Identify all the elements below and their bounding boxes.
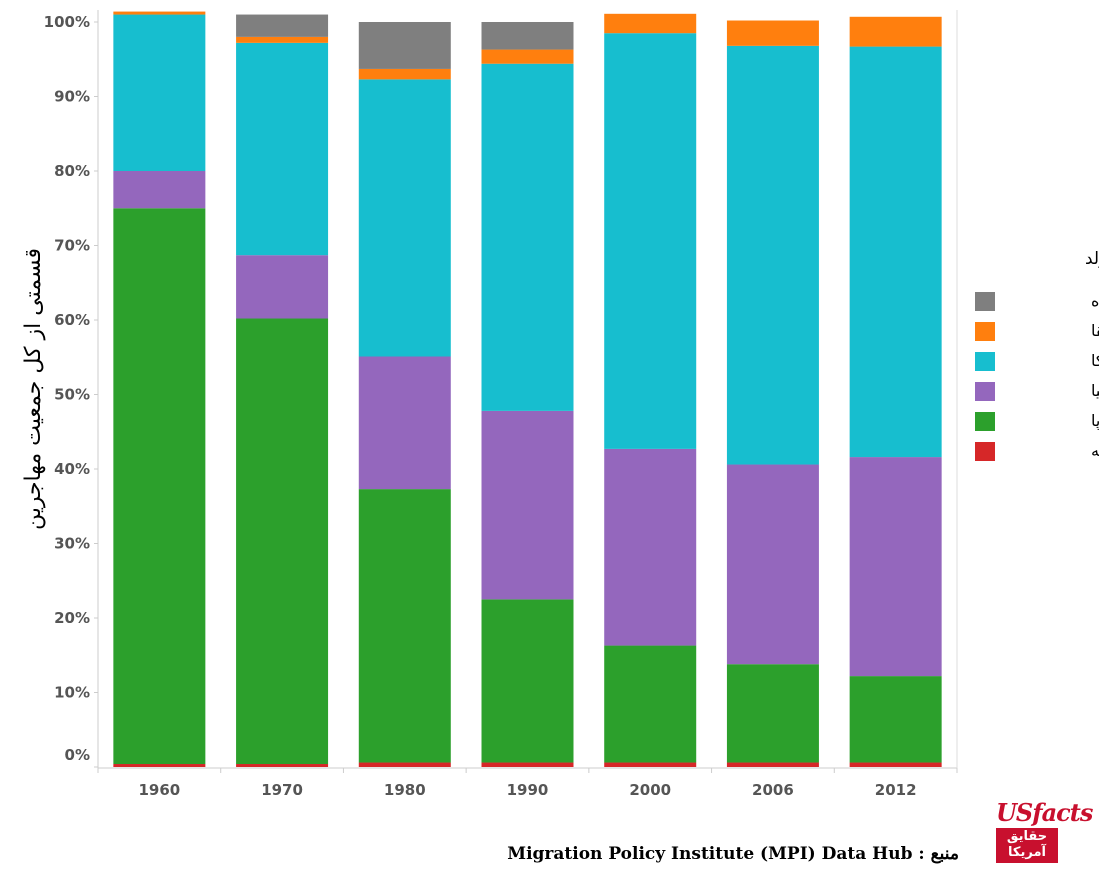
bar-segment <box>726 45 819 465</box>
legend-label: گزارش نشده <box>1091 291 1099 311</box>
bar-segment <box>358 489 451 763</box>
source-note: Migration Policy Institute (MPI) Data Hu… <box>507 844 959 864</box>
y-tick-label: 100% <box>44 13 90 31</box>
x-tick-label: 2000 <box>629 781 671 799</box>
bar-segment <box>604 762 697 767</box>
bar-segment <box>726 20 819 46</box>
bar-segment <box>358 356 451 490</box>
legend-label: آسیا <box>1091 381 1099 400</box>
bar-segment <box>849 762 942 767</box>
legend-swatch <box>975 352 995 371</box>
legend: محل تولد گزارش نشده آفریقا آمریکا آسیا اروپا… <box>975 249 1099 461</box>
y-axis-ticks: 0% 10% 20% 30% 40% 50% 60% 70% 80% 90% 100% <box>44 13 98 768</box>
bar-segment <box>726 664 819 763</box>
legend-label: آمریکا <box>1091 351 1099 371</box>
bar-segment <box>236 318 329 765</box>
x-tick-label: 1960 <box>138 781 180 799</box>
logo-wordmark: USfacts <box>996 798 1093 827</box>
bar-segment <box>604 33 697 449</box>
usfacts-logo: USfacts حقایق آمریکا <box>996 798 1093 866</box>
bar-segment <box>236 255 329 319</box>
bar-segment <box>481 63 574 411</box>
bar-segment <box>358 22 451 69</box>
y-tick-label: 90% <box>54 88 90 106</box>
x-tick-label: 1970 <box>261 781 303 799</box>
x-tick-label: 2006 <box>752 781 794 799</box>
bar-segment <box>481 22 574 50</box>
y-tick-label: 20% <box>54 609 90 627</box>
bar-segment <box>113 171 206 209</box>
bar-segment <box>113 764 206 767</box>
y-tick-label: 80% <box>54 162 90 180</box>
bar-segment <box>113 14 206 171</box>
legend-swatch <box>975 292 995 311</box>
bar-segment <box>726 762 819 767</box>
legend-title: محل تولد <box>1085 249 1099 269</box>
x-axis-ticks: 1960 1970 1980 1990 2000 2006 2012 <box>97 768 958 799</box>
x-tick-label: 2012 <box>875 781 917 799</box>
bar-segment <box>236 14 329 37</box>
logo-persian-badge: حقایق آمریکا <box>996 828 1058 863</box>
bars <box>113 11 942 767</box>
bar-segment <box>604 448 697 646</box>
x-tick-label: 1990 <box>507 781 549 799</box>
bar-segment <box>604 13 697 34</box>
bar-segment <box>604 645 697 763</box>
y-tick-label: 70% <box>54 237 90 255</box>
bar-segment <box>849 676 942 763</box>
y-tick-label: 60% <box>54 311 90 329</box>
bar-segment <box>726 464 819 665</box>
legend-label: اروپا <box>1091 411 1099 431</box>
y-tick-label: 10% <box>54 684 90 702</box>
bar-segment <box>236 42 329 256</box>
y-axis-label: قسمتی از کل جمعیت مهاجرین <box>21 248 46 530</box>
bar-segment <box>236 36 329 43</box>
legend-swatch <box>975 382 995 401</box>
x-tick-label: 1980 <box>384 781 426 799</box>
bar-segment <box>113 208 206 765</box>
bar-segment <box>358 762 451 767</box>
bar-segment <box>481 49 574 64</box>
legend-swatch <box>975 442 995 461</box>
legend-label: اقیانوسیه <box>1091 441 1099 461</box>
y-tick-label: 30% <box>54 535 90 553</box>
bar-segment <box>358 79 451 357</box>
bar-segment <box>113 11 206 15</box>
y-tick-label: 0% <box>65 746 90 764</box>
legend-swatch <box>975 322 995 341</box>
legend-label: آفریقا <box>1091 321 1099 341</box>
bar-segment <box>481 599 574 763</box>
y-tick-label: 40% <box>54 460 90 478</box>
bar-segment <box>849 457 942 677</box>
bar-segment <box>849 46 942 458</box>
bar-segment <box>849 16 942 47</box>
bar-segment <box>358 68 451 80</box>
legend-swatch <box>975 412 995 431</box>
y-tick-label: 50% <box>54 386 90 404</box>
bar-segment <box>481 762 574 767</box>
bar-segment <box>481 410 574 600</box>
bar-segment <box>236 764 329 767</box>
